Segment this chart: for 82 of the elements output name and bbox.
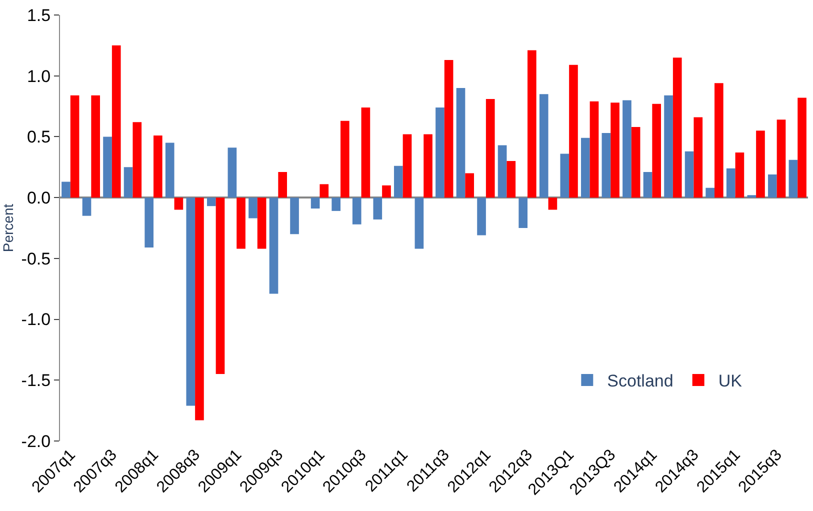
bar (602, 133, 611, 198)
bar (352, 198, 362, 224)
bar (257, 198, 266, 249)
bar (528, 50, 536, 198)
bar (684, 151, 694, 198)
bar (382, 185, 391, 198)
bar (278, 172, 287, 198)
bar (165, 142, 174, 198)
bar (361, 108, 370, 198)
y-tick-label: -2.0 (21, 432, 51, 451)
bar (112, 45, 121, 198)
bar (735, 152, 744, 198)
bar (569, 64, 578, 198)
y-tick-label: -0.5 (21, 249, 51, 268)
bar (465, 173, 474, 198)
bar (548, 198, 558, 210)
bar (402, 134, 412, 198)
bar (70, 95, 80, 198)
bar (518, 198, 528, 228)
bar (726, 168, 736, 198)
bar (539, 94, 548, 198)
bar (756, 130, 765, 198)
bar (424, 134, 432, 198)
bar (436, 108, 444, 198)
y-tick-label: -1.5 (21, 371, 51, 390)
bar (776, 120, 786, 198)
bar (103, 136, 112, 198)
bar (694, 117, 703, 198)
bar (444, 60, 454, 198)
bar (216, 198, 225, 374)
bar (269, 198, 278, 294)
y-tick-label: 1.5 (26, 6, 51, 25)
bar (498, 145, 507, 198)
y-tick-label: -1.0 (21, 310, 51, 330)
bar (154, 136, 162, 198)
bar (174, 198, 184, 210)
bar (798, 98, 806, 198)
bar (486, 98, 495, 198)
bar (456, 88, 466, 198)
y-tick-label: 0.0 (26, 188, 51, 208)
bar (82, 198, 92, 216)
legend-label: Scotland (607, 372, 674, 391)
bar (788, 160, 798, 198)
bar (228, 148, 237, 198)
bar (652, 104, 661, 198)
bar (714, 83, 724, 198)
bar (506, 161, 516, 198)
y-tick-label: 0.5 (26, 128, 51, 147)
bar (747, 195, 756, 198)
bar (664, 95, 673, 198)
bar (186, 198, 196, 406)
bar (590, 101, 599, 198)
bar (91, 95, 100, 198)
bar (320, 184, 329, 198)
bar (62, 182, 70, 198)
bar (340, 120, 350, 198)
bar (236, 198, 246, 249)
bar (581, 138, 590, 198)
bar (332, 198, 340, 211)
bar (195, 198, 204, 420)
y-tick-label: 1.0 (26, 66, 51, 86)
legend-label: UK (718, 372, 743, 391)
bar (144, 198, 154, 248)
bar (290, 198, 299, 234)
bar (768, 174, 777, 198)
bar (310, 198, 320, 209)
bar (643, 172, 652, 198)
bar (477, 198, 486, 236)
y-axis-title: Percent (0, 204, 16, 252)
bar (622, 100, 632, 198)
bar (560, 154, 570, 198)
bar (706, 188, 714, 198)
bar (672, 58, 682, 198)
bar (414, 198, 424, 249)
bar (631, 126, 640, 198)
bar (373, 198, 382, 220)
bar (124, 167, 133, 198)
bar (610, 102, 620, 198)
bar (207, 198, 216, 206)
bar (132, 122, 142, 198)
bar (248, 198, 258, 218)
bar (394, 166, 403, 198)
